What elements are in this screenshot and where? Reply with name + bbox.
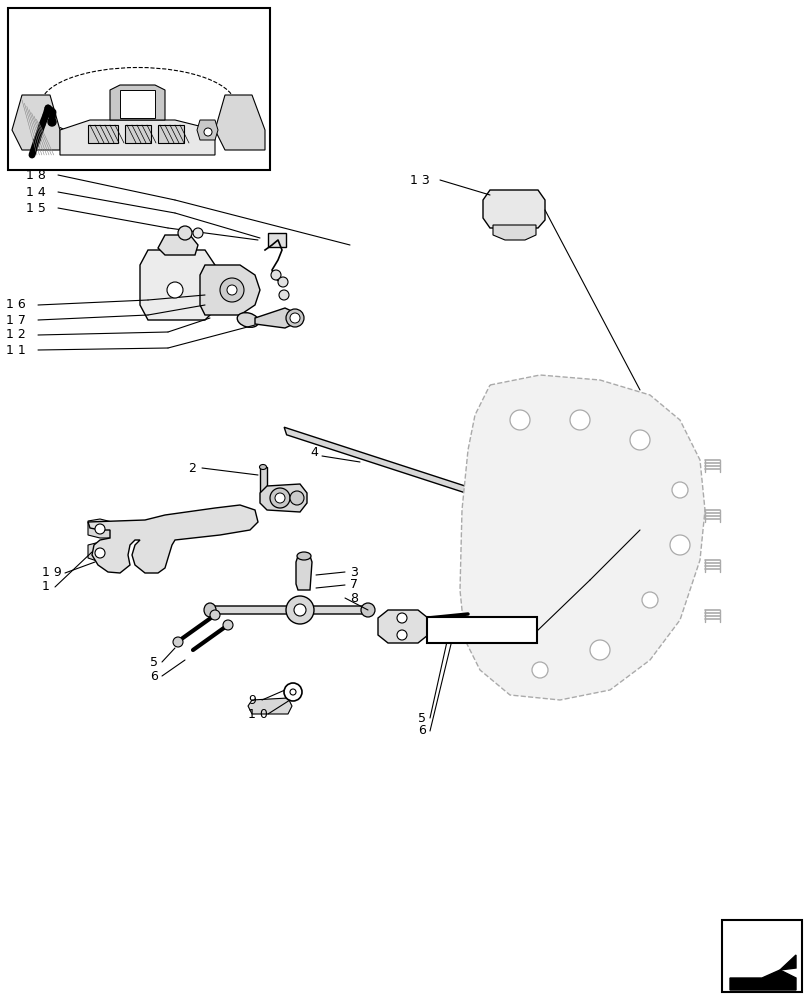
- Text: 1 5: 1 5: [26, 202, 45, 215]
- Circle shape: [509, 410, 530, 430]
- Polygon shape: [139, 250, 215, 320]
- Circle shape: [285, 596, 314, 624]
- Circle shape: [290, 491, 303, 505]
- Circle shape: [178, 226, 191, 240]
- Polygon shape: [200, 265, 260, 315]
- Text: 8: 8: [350, 591, 358, 604]
- Polygon shape: [88, 505, 258, 573]
- Polygon shape: [197, 120, 217, 140]
- Bar: [88, 125, 118, 143]
- Circle shape: [290, 313, 299, 323]
- Ellipse shape: [489, 495, 499, 503]
- Ellipse shape: [41, 68, 235, 143]
- Ellipse shape: [237, 313, 259, 327]
- Text: 3: 3: [350, 566, 358, 578]
- Circle shape: [48, 118, 56, 126]
- Circle shape: [275, 493, 285, 503]
- Circle shape: [227, 285, 237, 295]
- Polygon shape: [255, 308, 298, 328]
- Ellipse shape: [260, 464, 266, 470]
- Text: 6: 6: [418, 724, 425, 737]
- Circle shape: [672, 482, 687, 498]
- Text: 1 4: 1 4: [26, 186, 45, 199]
- Text: 1 8: 1 8: [26, 169, 45, 182]
- Text: 5: 5: [418, 711, 426, 724]
- Text: 7: 7: [350, 578, 358, 591]
- Text: 6: 6: [150, 670, 157, 682]
- Circle shape: [95, 524, 105, 534]
- Polygon shape: [88, 542, 112, 562]
- Circle shape: [271, 270, 281, 280]
- Polygon shape: [260, 484, 307, 512]
- Circle shape: [193, 228, 203, 238]
- Text: 4: 4: [310, 446, 317, 460]
- Bar: [260, 467, 267, 492]
- Text: 1.34.2/03: 1.34.2/03: [432, 626, 492, 638]
- Circle shape: [220, 278, 243, 302]
- Circle shape: [279, 290, 289, 300]
- Circle shape: [95, 548, 105, 558]
- Polygon shape: [60, 120, 215, 155]
- Circle shape: [223, 620, 233, 630]
- Circle shape: [531, 662, 547, 678]
- Circle shape: [284, 683, 302, 701]
- Text: 1: 1: [42, 580, 49, 593]
- Bar: [125, 125, 151, 143]
- Ellipse shape: [297, 552, 311, 560]
- Text: 1 1: 1 1: [6, 344, 26, 357]
- Polygon shape: [729, 970, 795, 990]
- Text: 1 2: 1 2: [6, 328, 26, 342]
- Circle shape: [167, 282, 182, 298]
- Bar: [721, 920, 801, 992]
- FancyBboxPatch shape: [427, 617, 536, 643]
- Circle shape: [290, 689, 296, 695]
- Polygon shape: [284, 427, 496, 503]
- Text: 9: 9: [247, 694, 255, 706]
- Polygon shape: [735, 980, 759, 988]
- Circle shape: [270, 488, 290, 508]
- Polygon shape: [158, 235, 198, 255]
- Polygon shape: [247, 698, 292, 714]
- Circle shape: [210, 610, 220, 620]
- Circle shape: [294, 604, 306, 616]
- Polygon shape: [305, 606, 367, 614]
- Polygon shape: [779, 955, 795, 970]
- Circle shape: [173, 637, 182, 647]
- Text: 1 7: 1 7: [6, 314, 26, 326]
- Polygon shape: [460, 375, 704, 700]
- Circle shape: [569, 410, 590, 430]
- Ellipse shape: [361, 603, 375, 617]
- Circle shape: [397, 613, 406, 623]
- Bar: [8, 8, 270, 170]
- Text: 5: 5: [150, 656, 158, 668]
- Polygon shape: [210, 606, 294, 614]
- Polygon shape: [120, 90, 155, 118]
- Circle shape: [590, 640, 609, 660]
- Text: 1 9: 1 9: [42, 566, 62, 580]
- Polygon shape: [378, 610, 427, 643]
- Text: 2: 2: [188, 462, 195, 475]
- Circle shape: [204, 128, 212, 136]
- Circle shape: [669, 535, 689, 555]
- Bar: [268, 233, 285, 247]
- Circle shape: [397, 630, 406, 640]
- Polygon shape: [12, 95, 60, 150]
- Circle shape: [285, 309, 303, 327]
- Bar: [158, 125, 184, 143]
- Circle shape: [277, 277, 288, 287]
- Polygon shape: [109, 85, 165, 120]
- Ellipse shape: [204, 603, 216, 617]
- Polygon shape: [492, 225, 535, 240]
- Polygon shape: [483, 190, 544, 228]
- Circle shape: [629, 430, 649, 450]
- Text: 1 6: 1 6: [6, 298, 26, 312]
- Text: 1 3: 1 3: [410, 174, 429, 187]
- Polygon shape: [215, 95, 264, 150]
- Polygon shape: [296, 556, 311, 590]
- Circle shape: [642, 592, 657, 608]
- Polygon shape: [88, 519, 112, 538]
- Text: 1 0: 1 0: [247, 708, 268, 720]
